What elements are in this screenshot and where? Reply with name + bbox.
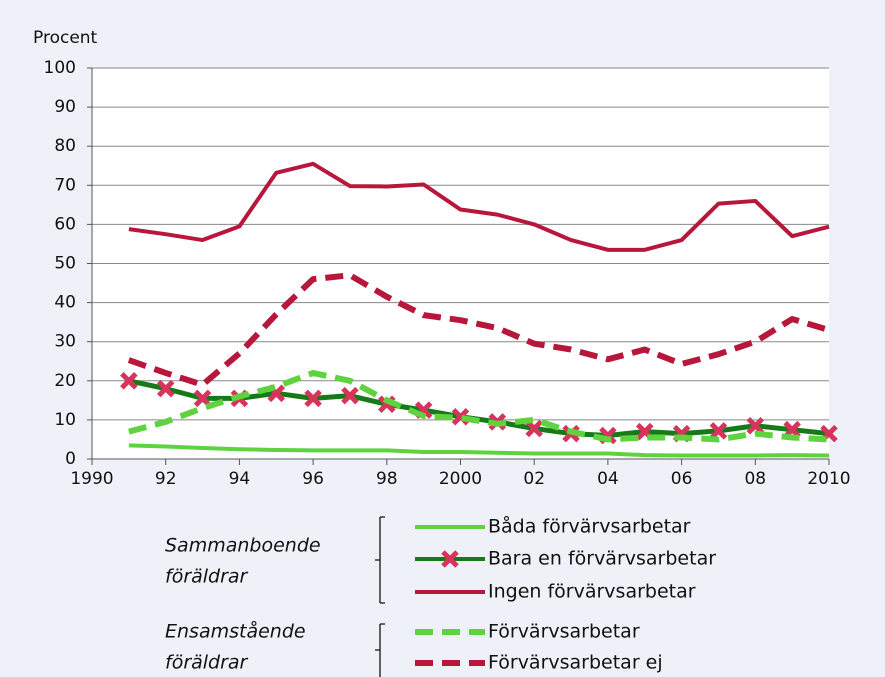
x-tick-label: 08: [744, 469, 766, 489]
x-tick-label: 1990: [70, 469, 113, 489]
legend-group-label: Ensamstående: [165, 620, 306, 643]
series-line: [128, 161, 830, 252]
legend-group-label: föräldrar: [165, 566, 249, 588]
y-tick-label: 0: [65, 449, 76, 469]
marker: [156, 379, 175, 398]
legend-label: Förvärvsarbetar: [488, 621, 640, 643]
legend-label: Ingen förvärvsarbetar: [488, 581, 696, 603]
marker: [341, 386, 359, 405]
y-tick-label: 80: [54, 136, 76, 156]
x-tick-label: 92: [155, 469, 177, 489]
legend-label: Bara en förvärvsarbetar: [488, 548, 716, 570]
x-tick-label: 02: [523, 469, 545, 489]
x-tick-label: 94: [229, 469, 251, 489]
marker: [120, 372, 138, 390]
x-tick-label: 06: [671, 469, 693, 489]
y-tick-label: 70: [54, 175, 76, 195]
y-tick-label: 20: [54, 371, 76, 391]
y-tick-label: 100: [44, 58, 76, 78]
x-tick-label: 2010: [807, 469, 850, 489]
legend-group-label: Sammanboende: [165, 535, 321, 557]
legend-bracket: [375, 516, 385, 677]
legend-label: Förvärvsarbetar ej: [488, 652, 663, 674]
x-tick-label: 98: [376, 469, 398, 489]
series-line: [128, 443, 830, 458]
y-tick-label: 10: [54, 410, 76, 430]
y-tick-label: 50: [54, 254, 76, 274]
y-tick-label: 30: [54, 332, 76, 352]
legend-group-label: föräldrar: [165, 652, 249, 674]
x-tick-label: 04: [597, 469, 619, 489]
x-tick-label: 96: [302, 469, 324, 489]
marker: [709, 422, 728, 440]
marker: [525, 419, 543, 438]
marker: [193, 389, 212, 408]
legend-label: Båda förvärvsarbetar: [488, 515, 691, 538]
marker: [304, 389, 322, 408]
y-tick-label: 90: [54, 97, 76, 117]
legend-marker: [441, 550, 459, 568]
series-line: [127, 272, 830, 388]
y-axis-label: Procent: [33, 28, 98, 48]
series-line: [128, 369, 830, 443]
y-tick-label: 40: [54, 293, 76, 313]
x-tick-label: 2000: [439, 469, 482, 489]
marker: [746, 416, 765, 435]
y-tick-label: 60: [54, 214, 76, 234]
